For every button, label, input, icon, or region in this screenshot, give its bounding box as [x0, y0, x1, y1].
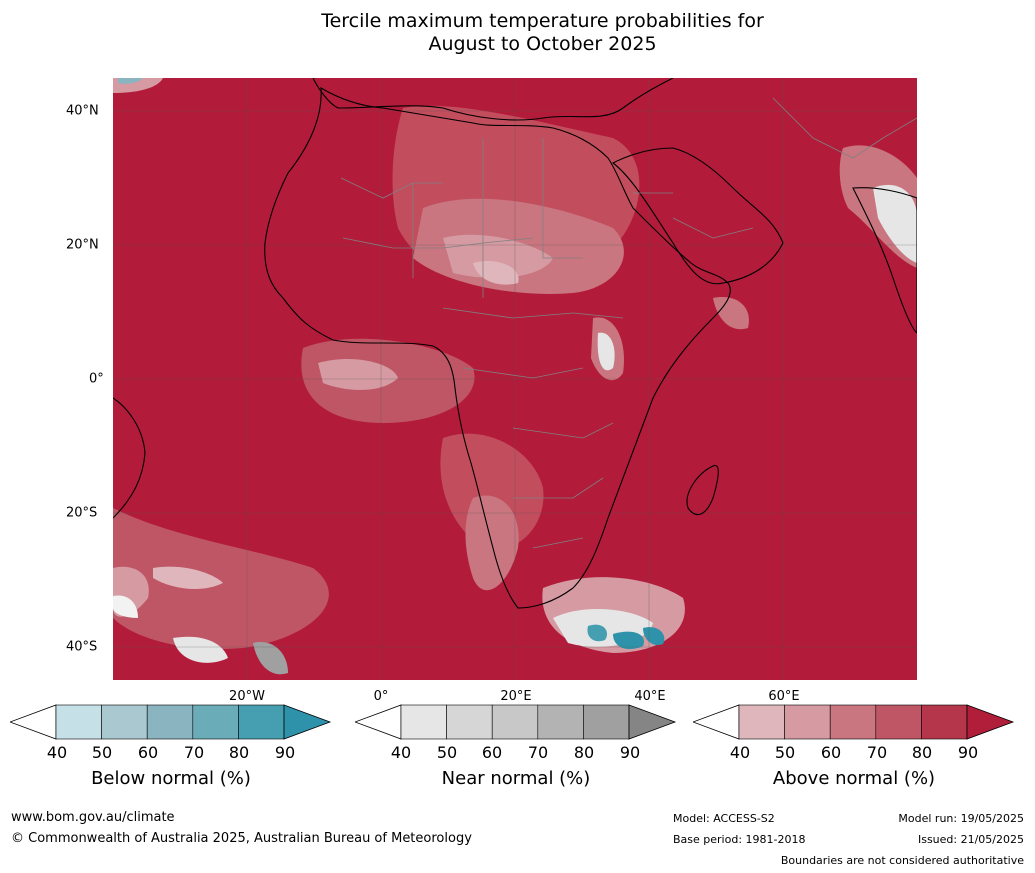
- near-tick: 90: [619, 743, 641, 762]
- above-tick: 80: [911, 743, 933, 762]
- below-tick: 40: [46, 743, 68, 762]
- bom-climate-link[interactable]: www.bom.gov.au/climate: [11, 810, 175, 825]
- country-borders: [340, 97, 917, 549]
- lat-label-0: 0°: [89, 371, 104, 387]
- colorbar-extend-low: [10, 704, 57, 740]
- colorbar-segment: [784, 704, 831, 740]
- near-tick: 70: [527, 743, 549, 762]
- colorbar-segment: [101, 704, 148, 740]
- probability-zones: [113, 78, 917, 675]
- base-period-text: Base period: 1981-2018: [673, 833, 806, 846]
- lon-label-20e: 20°E: [500, 689, 532, 704]
- above-tick: 50: [774, 743, 796, 762]
- colorbar-extend-high: [966, 704, 1015, 740]
- lat-label-40s: 40°S: [66, 639, 98, 655]
- above-tick: 60: [820, 743, 842, 762]
- near-tick: 60: [481, 743, 503, 762]
- below-tick: 90: [274, 743, 296, 762]
- colorbar-segment: [738, 704, 785, 740]
- below-normal-colorbar: [10, 704, 332, 740]
- colorbar-extend-low: [355, 704, 402, 740]
- madagascar-coast: [686, 464, 719, 516]
- below-tick: 50: [91, 743, 113, 762]
- colorbar-segment: [55, 704, 102, 740]
- near-normal-label: Near normal (%): [441, 768, 591, 789]
- below-tick: 70: [183, 743, 205, 762]
- africa-coast: [264, 86, 731, 609]
- colorbar-extend-low: [693, 704, 740, 740]
- colorbar-extend-high: [628, 704, 677, 740]
- lon-label-0: 0°: [373, 689, 389, 704]
- model-run-text: Model run: 19/05/2025: [898, 812, 1024, 825]
- above-tick: 40: [729, 743, 751, 762]
- near-tick: 40: [390, 743, 412, 762]
- model-text: Model: ACCESS-S2: [673, 812, 775, 825]
- colorbar-segment: [491, 704, 539, 740]
- disclaimer-text: Boundaries are not considered authoritat…: [780, 854, 1024, 867]
- india-coast: [852, 187, 917, 334]
- below-tick: 80: [228, 743, 250, 762]
- title-line-1: Tercile maximum temperature probabilitie…: [321, 10, 764, 32]
- above-tick: 90: [957, 743, 979, 762]
- lon-label-20w: 20°W: [229, 689, 265, 704]
- lat-label-40n: 40°N: [66, 103, 99, 119]
- colorbar-extend-high: [283, 704, 332, 740]
- lon-label-40e: 40°E: [634, 689, 666, 704]
- map-title: Tercile maximum temperature probabilitie…: [0, 10, 1035, 56]
- lon-label-60e: 60°E: [768, 689, 800, 704]
- above-tick: 70: [866, 743, 888, 762]
- near-normal-colorbar: [355, 704, 677, 740]
- arabia-coast: [611, 147, 784, 285]
- graticule: [113, 78, 917, 680]
- colorbar-segment: [537, 704, 584, 740]
- issued-text: Issued: 21/05/2025: [917, 833, 1024, 846]
- coastlines: [113, 78, 917, 609]
- below-tick: 60: [137, 743, 159, 762]
- colorbar-segment: [192, 704, 239, 740]
- colorbar-segment: [829, 704, 877, 740]
- above-normal-colorbar: [693, 704, 1015, 740]
- copyright-text: © Commonwealth of Australia 2025, Austra…: [11, 831, 472, 846]
- title-line-2: August to October 2025: [428, 33, 657, 55]
- lat-label-20n: 20°N: [66, 237, 99, 253]
- europe-coast: [312, 78, 674, 121]
- above-normal-label: Above normal (%): [772, 768, 936, 789]
- near-tick: 80: [573, 743, 595, 762]
- colorbar-segment: [921, 704, 968, 740]
- lat-label-20s: 20°S: [66, 505, 98, 521]
- colorbar-segment: [400, 704, 447, 740]
- below-normal-label: Below normal (%): [91, 768, 251, 789]
- colorbar-segment: [875, 704, 922, 740]
- probability-map: [113, 78, 917, 680]
- colorbar-segment: [146, 704, 194, 740]
- colorbar-segment: [583, 704, 630, 740]
- colorbar-segment: [238, 704, 285, 740]
- america-coast: [113, 397, 146, 519]
- near-tick: 50: [436, 743, 458, 762]
- colorbar-segment: [446, 704, 493, 740]
